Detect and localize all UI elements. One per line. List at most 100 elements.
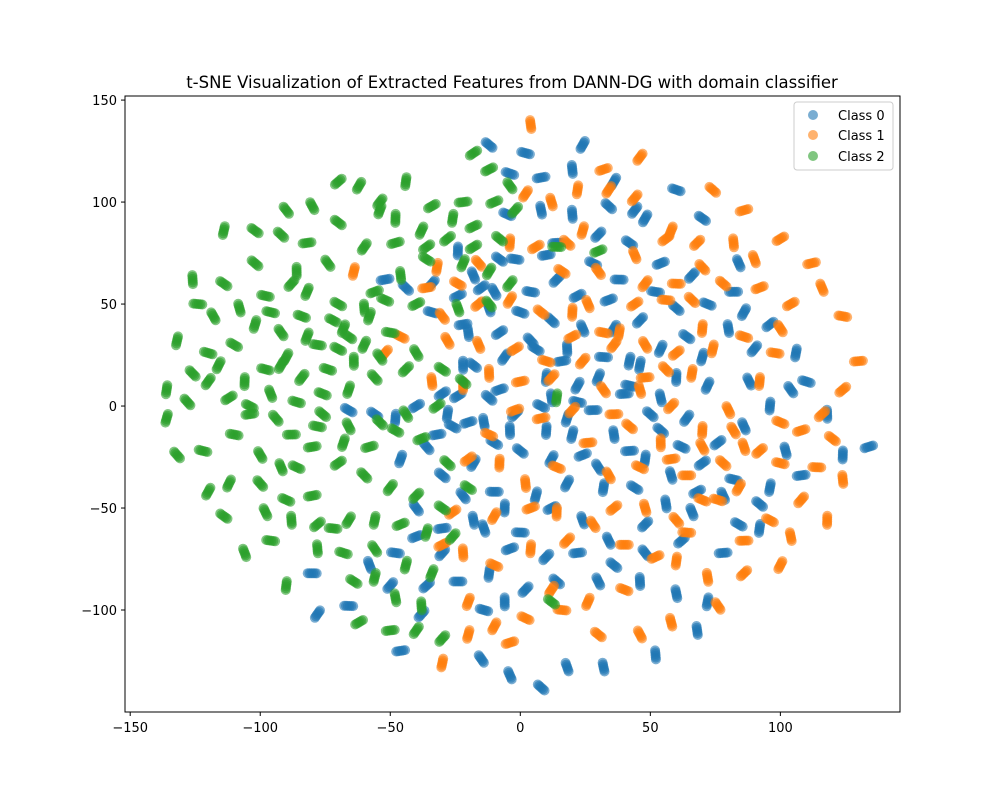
class-1-point-cluster xyxy=(457,543,469,563)
class-2-point-cluster xyxy=(211,356,226,375)
class-0-point-cluster xyxy=(608,425,620,444)
class-1-point xyxy=(549,580,559,591)
class-1-point-cluster xyxy=(532,304,550,320)
class-0-point xyxy=(493,486,504,497)
class-1-point xyxy=(604,409,615,420)
class-1-point xyxy=(697,430,708,440)
class-0-point-cluster xyxy=(653,339,668,358)
class-0-point xyxy=(736,311,747,322)
class-1-point xyxy=(564,408,575,419)
class-0-point-cluster xyxy=(462,323,474,343)
class-0-point xyxy=(607,204,618,215)
class-0-point-cluster xyxy=(605,557,623,573)
class-1-point-cluster xyxy=(487,507,502,526)
class-0-point xyxy=(560,482,570,493)
class-0-point xyxy=(542,505,553,516)
class-0-point-cluster xyxy=(698,297,717,311)
class-2-point xyxy=(486,302,497,313)
class-2-point-cluster xyxy=(334,546,353,560)
class-2-point xyxy=(253,446,263,457)
class-1-point xyxy=(777,327,788,338)
class-2-point-cluster xyxy=(273,323,289,342)
class-0-point xyxy=(623,360,634,371)
class-1-point xyxy=(521,504,532,515)
class-0-point-cluster xyxy=(625,480,644,495)
class-1-point xyxy=(774,348,785,359)
class-1-point-cluster xyxy=(483,363,495,383)
class-2-point-cluster xyxy=(329,455,347,471)
class-2-point-cluster xyxy=(297,237,317,249)
class-0-point-cluster xyxy=(650,645,661,665)
class-0-point-cluster xyxy=(566,204,578,224)
class-1-point-cluster xyxy=(440,331,455,350)
class-0-point xyxy=(648,412,659,423)
class-2-point xyxy=(297,238,308,249)
class-0-point xyxy=(548,573,559,584)
class-0-point xyxy=(514,254,525,265)
class-2-point-cluster xyxy=(337,433,350,452)
class-1-point-cluster xyxy=(747,250,761,269)
class-1-point xyxy=(740,446,751,457)
class-2-point-cluster xyxy=(225,337,244,353)
class-2-point xyxy=(215,508,226,519)
class-0-point-cluster xyxy=(458,355,469,375)
class-0-point-cluster xyxy=(601,531,616,550)
class-1-point-cluster xyxy=(494,453,505,473)
class-2-point xyxy=(400,181,411,192)
class-2-point xyxy=(368,440,379,451)
x-tick-label: −150 xyxy=(112,721,148,736)
class-2-point xyxy=(329,179,340,190)
class-0-point xyxy=(634,364,645,375)
class-2-point xyxy=(342,389,353,399)
y-tick-label: 50 xyxy=(100,298,117,313)
class-2-point xyxy=(279,232,290,243)
class-2-point-cluster xyxy=(215,276,233,292)
class-1-point-cluster xyxy=(525,115,537,134)
class-1-point xyxy=(606,343,617,354)
class-2-point xyxy=(389,328,400,339)
class-1-point-cluster xyxy=(848,355,868,367)
class-2-point-cluster xyxy=(252,475,269,492)
class-0-point xyxy=(790,352,801,363)
class-1-point-cluster xyxy=(734,204,754,217)
class-2-point xyxy=(325,261,336,272)
class-1-point xyxy=(475,344,486,354)
class-1-point-cluster xyxy=(527,239,545,255)
class-2-point-cluster xyxy=(351,176,367,195)
class-2-point xyxy=(589,247,600,258)
class-0-point xyxy=(575,143,586,154)
class-2-point-cluster xyxy=(329,214,347,231)
class-0-point xyxy=(499,498,510,509)
class-0-point xyxy=(487,395,498,406)
class-1-point-cluster xyxy=(470,254,487,272)
class-0-point-cluster xyxy=(670,584,683,604)
class-2-point xyxy=(464,244,475,255)
class-0-point-cluster xyxy=(691,621,703,640)
class-0-point-cluster xyxy=(641,406,659,423)
class-0-point xyxy=(567,168,578,179)
legend-frame xyxy=(793,101,894,171)
class-1-point-cluster xyxy=(589,626,607,643)
class-0-point xyxy=(503,666,514,677)
class-1-point xyxy=(464,592,475,603)
class-1-point xyxy=(665,295,676,306)
class-1-point-cluster xyxy=(595,381,612,399)
class-1-point-cluster xyxy=(708,493,728,507)
class-2-point-cluster xyxy=(286,510,297,530)
class-1-point-cluster xyxy=(668,511,685,529)
class-1-point-cluster xyxy=(462,625,475,644)
class-2-point-cluster xyxy=(434,630,451,647)
class-1-point xyxy=(626,196,637,207)
class-2-point xyxy=(308,420,318,431)
class-0-point-cluster xyxy=(477,519,491,538)
class-2-point xyxy=(389,588,400,599)
class-2-point-cluster xyxy=(389,588,402,608)
class-2-point xyxy=(300,335,311,346)
class-0-point-cluster xyxy=(391,645,411,657)
class-0-point-cluster xyxy=(679,409,695,427)
class-2-point xyxy=(371,414,382,425)
class-1-point-cluster xyxy=(613,323,625,342)
class-0-point-cluster xyxy=(453,318,473,331)
class-2-point-cluster xyxy=(382,479,398,497)
class-0-point xyxy=(541,430,551,440)
